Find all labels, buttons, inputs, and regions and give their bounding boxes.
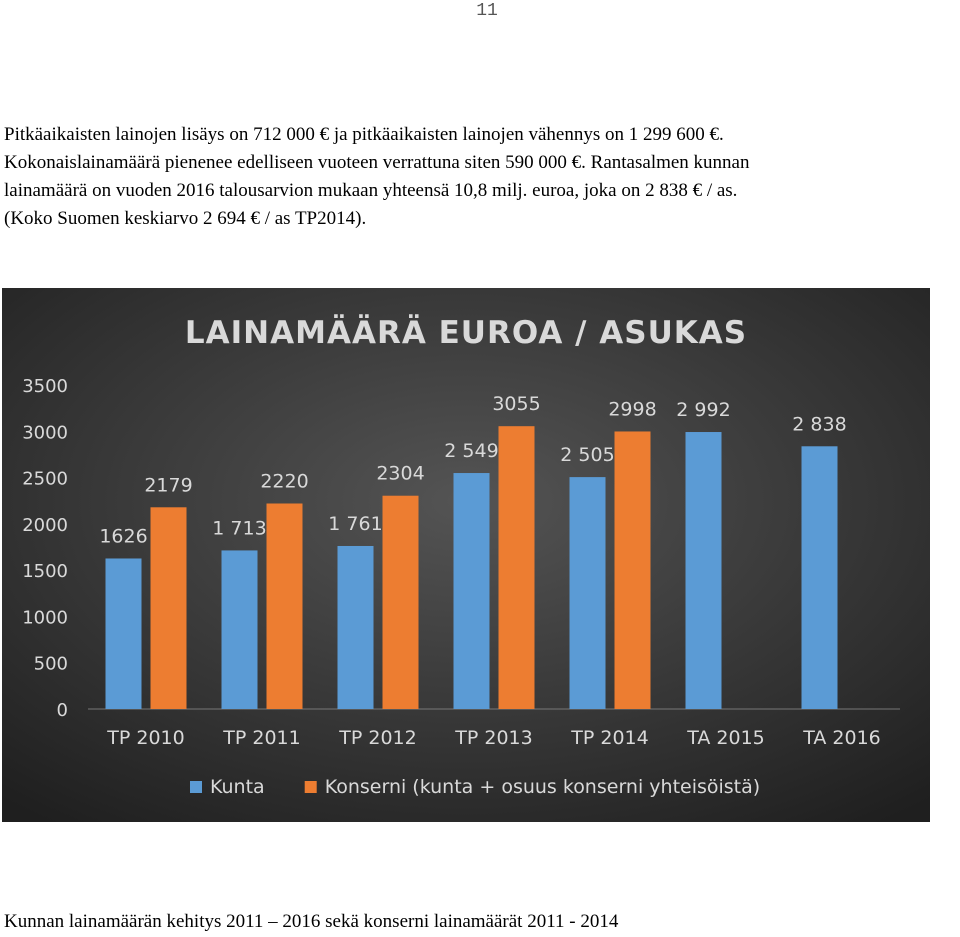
legend-label: Konserni (kunta + osuus konserni yhteisö… bbox=[325, 776, 761, 798]
data-label: 1 713 bbox=[212, 517, 266, 539]
x-tick-label: TP 2011 bbox=[222, 727, 300, 749]
bar bbox=[337, 545, 374, 709]
paragraph-line: lainamäärä on vuoden 2016 talousarvion m… bbox=[4, 180, 737, 201]
data-label: 2 838 bbox=[792, 413, 846, 435]
y-tick-label: 0 bbox=[57, 700, 68, 721]
bar bbox=[498, 426, 535, 709]
y-tick-label: 2500 bbox=[22, 469, 68, 490]
data-label: 1626 bbox=[99, 525, 147, 547]
bar bbox=[453, 473, 490, 709]
paragraph-line: Kokonaislainamäärä pienenee edelliseen v… bbox=[4, 152, 750, 173]
legend-label: Kunta bbox=[210, 776, 265, 798]
y-tick-label: 1500 bbox=[22, 561, 68, 582]
y-tick-label: 2000 bbox=[22, 515, 68, 536]
bar bbox=[150, 507, 187, 709]
bar bbox=[801, 446, 838, 709]
page-number: 11 bbox=[476, 1, 498, 21]
bar bbox=[685, 432, 722, 709]
y-tick-label: 1000 bbox=[22, 607, 68, 628]
x-tick-label: TP 2014 bbox=[570, 727, 648, 749]
y-tick-label: 3000 bbox=[22, 422, 68, 443]
x-tick-label: TP 2010 bbox=[106, 727, 184, 749]
y-tick-label: 500 bbox=[34, 654, 68, 675]
data-label: 2179 bbox=[144, 474, 192, 496]
bar bbox=[221, 550, 258, 709]
data-label: 2 992 bbox=[676, 399, 730, 421]
caption: Kunnan lainamäärän kehitys 2011 – 2016 s… bbox=[4, 911, 619, 932]
data-label: 2304 bbox=[376, 463, 424, 485]
legend-swatch bbox=[190, 781, 202, 793]
data-label: 3055 bbox=[492, 393, 540, 415]
bar bbox=[569, 477, 606, 709]
x-tick-label: TA 2016 bbox=[802, 727, 881, 749]
bar bbox=[266, 503, 303, 709]
x-tick-label: TP 2012 bbox=[338, 727, 416, 749]
bar bbox=[105, 558, 142, 709]
x-tick-label: TA 2015 bbox=[686, 727, 765, 749]
data-label: 2220 bbox=[260, 470, 308, 492]
data-label: 2 505 bbox=[560, 444, 614, 466]
data-label: 2998 bbox=[608, 398, 656, 420]
paragraph-line: (Koko Suomen keskiarvo 2 694 € / as TP20… bbox=[4, 208, 366, 229]
paragraph-line: Pitkäaikaisten lainojen lisäys on 712 00… bbox=[4, 124, 724, 145]
bar bbox=[614, 431, 651, 709]
chart-title: LAINAMÄÄRÄ EUROA / ASUKAS bbox=[185, 315, 747, 351]
legend-swatch bbox=[304, 781, 317, 793]
data-label: 1 761 bbox=[328, 513, 382, 535]
data-label: 2 549 bbox=[444, 440, 498, 462]
bar bbox=[382, 495, 419, 709]
y-tick-label: 3500 bbox=[22, 376, 68, 397]
x-tick-label: TP 2013 bbox=[454, 727, 532, 749]
